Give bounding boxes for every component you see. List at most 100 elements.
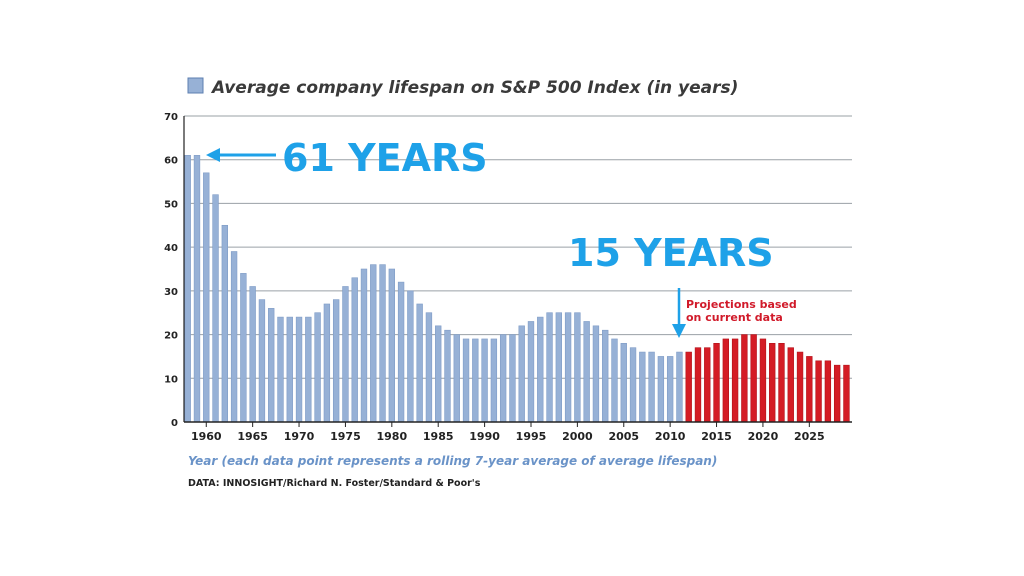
bar-historical	[249, 286, 256, 423]
bar-historical	[453, 334, 460, 423]
bar-historical	[240, 273, 247, 423]
projection-label-line2: on current data	[686, 311, 783, 324]
y-tick-label: 60	[164, 156, 178, 167]
bar-projection	[843, 364, 850, 423]
x-tick-label: 1980	[377, 430, 408, 443]
bar-historical	[472, 338, 479, 423]
bar-historical	[277, 316, 284, 423]
bar-historical	[639, 351, 646, 423]
bar-historical	[397, 281, 405, 423]
bar-projection	[759, 338, 767, 423]
bar-historical	[527, 321, 535, 423]
bar-historical	[629, 347, 637, 423]
bar-historical	[648, 351, 655, 423]
x-tick-label: 2010	[655, 430, 686, 443]
current-callout: 15 YEARS	[568, 231, 774, 275]
chart-title: Average company lifespan on S&P 500 Inde…	[210, 78, 738, 98]
x-tick-label: 1995	[516, 430, 547, 443]
y-tick-label: 50	[164, 199, 178, 210]
bar-historical	[193, 155, 201, 423]
bar-historical	[323, 303, 331, 423]
current-arrow-head	[672, 324, 686, 338]
bar-historical	[611, 338, 618, 423]
bar-historical	[666, 356, 674, 423]
legend-swatch	[187, 77, 204, 94]
bar-historical	[351, 277, 358, 423]
y-tick-label: 70	[164, 112, 178, 123]
bar-historical	[230, 251, 238, 423]
bars	[184, 155, 850, 423]
bar-historical	[676, 351, 683, 423]
x-tick-label: 2015	[701, 430, 732, 443]
bar-projection	[833, 364, 841, 423]
bar-historical	[314, 312, 321, 423]
bar-historical	[184, 155, 191, 423]
x-tick-label: 1990	[469, 430, 500, 443]
grid	[184, 115, 852, 379]
bar-historical	[490, 338, 498, 423]
bar-historical	[221, 224, 228, 423]
bar-historical	[286, 316, 293, 423]
bar-projection	[741, 334, 748, 423]
bar-historical	[444, 329, 451, 423]
y-tick-label: 40	[164, 243, 178, 254]
x-tick-label: 1970	[284, 430, 315, 443]
bar-projection	[685, 351, 692, 423]
bar-historical	[425, 312, 433, 423]
bar-historical	[332, 299, 340, 423]
x-tick-label: 1965	[237, 430, 268, 443]
bar-historical	[342, 286, 349, 423]
bar-projection	[731, 338, 739, 423]
y-axis: 0 10 20 30 40 50 60 70	[164, 112, 178, 429]
x-axis: 1960 1965 1970 1975 1980 1985 1990 1995 2000 2005…	[191, 422, 825, 443]
bar-historical	[555, 312, 563, 423]
bar-projection	[787, 347, 794, 423]
bar-projection	[769, 343, 776, 423]
bar-historical	[305, 316, 312, 423]
bar-historical	[583, 321, 590, 423]
bar-historical	[481, 338, 488, 423]
bar-historical	[592, 325, 600, 423]
bar-historical	[518, 325, 525, 423]
bar-projection	[704, 347, 711, 423]
bar-projection	[815, 360, 822, 423]
bar-historical	[258, 299, 266, 423]
bar-historical	[574, 312, 581, 423]
bar-historical	[379, 264, 386, 423]
bar-projection	[824, 360, 832, 423]
bar-projection	[713, 343, 720, 423]
bar-historical	[416, 303, 423, 423]
x-tick-label: 1985	[423, 430, 454, 443]
bar-historical	[388, 268, 396, 423]
bar-historical	[435, 325, 442, 423]
y-tick-label: 30	[164, 287, 178, 298]
x-tick-label: 1960	[191, 430, 222, 443]
x-tick-label: 2000	[562, 430, 593, 443]
bar-historical	[499, 334, 507, 423]
y-tick-label: 0	[171, 418, 178, 429]
bar-historical	[203, 172, 210, 423]
bar-historical	[407, 290, 414, 423]
x-tick-label: 1975	[330, 430, 361, 443]
x-tick-label: 2025	[794, 430, 825, 443]
source-note: DATA: INNOSIGHT/Richard N. Foster/Standa…	[188, 478, 481, 489]
bar-historical	[360, 268, 368, 423]
bar-projection	[750, 334, 757, 423]
y-tick-label: 20	[164, 331, 178, 342]
bar-historical	[295, 316, 303, 423]
x-tick-label: 2020	[748, 430, 779, 443]
bar-projection	[694, 347, 702, 423]
bar-historical	[268, 308, 275, 423]
bar-projection	[796, 351, 804, 423]
bar-historical	[657, 356, 665, 423]
bar-historical	[564, 312, 572, 423]
peak-callout: 61 YEARS	[282, 136, 488, 180]
bar-historical	[212, 194, 219, 423]
bar-historical	[462, 338, 470, 423]
x-axis-label: Year (each data point represents a rolli…	[188, 454, 717, 468]
bar-historical	[537, 316, 544, 423]
x-tick-label: 2005	[608, 430, 639, 443]
bar-projection	[806, 356, 813, 423]
bar-historical	[546, 312, 553, 423]
